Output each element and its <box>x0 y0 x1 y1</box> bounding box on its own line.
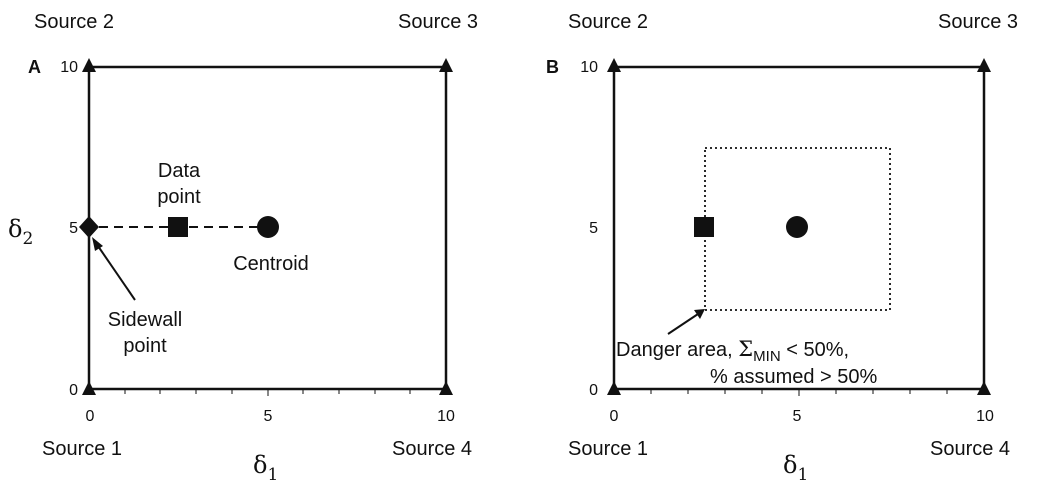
x-tick-5: 5 <box>793 408 802 425</box>
source-1-label: Source 1 <box>42 438 122 460</box>
x-tick-10: 10 <box>976 408 994 425</box>
sidewall-arrow-shaft <box>97 245 136 301</box>
centroid-marker <box>257 216 279 238</box>
x-tick-5: 5 <box>264 408 273 425</box>
data-point-marker <box>168 217 188 237</box>
y-tick-5: 5 <box>589 220 598 237</box>
panel-b: Source 2 Source 3 Source 1 Source 4 B 0 … <box>546 11 1018 485</box>
danger-arrow-shaft <box>667 313 699 335</box>
sidewall-point-marker <box>79 216 99 238</box>
danger-area-label-line2: % assumed > 50% <box>710 366 878 388</box>
source-1-marker <box>82 381 96 395</box>
panel-letter: B <box>546 57 559 77</box>
centroid-label: Centroid <box>233 253 309 275</box>
x-tick-0: 0 <box>86 408 95 425</box>
source-3-label: Source 3 <box>398 11 478 33</box>
source-4-label: Source 4 <box>392 438 472 460</box>
x-minor-ticks <box>124 389 411 396</box>
danger-area <box>704 147 891 311</box>
source-4-marker <box>439 381 453 395</box>
y-axis-label: δ2 <box>8 215 33 249</box>
data-point-label-line1: Data <box>158 160 201 182</box>
y-tick-0: 0 <box>589 382 598 399</box>
data-point-label-line2: point <box>157 186 201 208</box>
sidewall-label-line2: point <box>123 335 167 357</box>
x-axis-label: δ1 <box>253 451 278 485</box>
danger-area-label-line1: Danger area, ΣMIN < 50%, <box>616 337 849 365</box>
y-tick-10: 10 <box>580 59 598 76</box>
sidewall-label-line1: Sidewall <box>108 309 182 331</box>
source-4-marker <box>977 381 991 395</box>
panel-letter: A <box>28 57 41 77</box>
source-1-label: Source 1 <box>568 438 648 460</box>
y-tick-0: 0 <box>69 382 78 399</box>
y-tick-5: 5 <box>69 220 78 237</box>
x-axis-label: δ1 <box>783 451 808 485</box>
x-minor-ticks <box>650 389 948 396</box>
source-2-marker <box>82 58 96 72</box>
panel-a: Source 2 Source 3 Source 1 Source 4 A 0 … <box>8 11 478 485</box>
source-4-label: Source 4 <box>930 438 1010 460</box>
sidewall-arrow-head <box>92 237 103 251</box>
source-2-marker <box>607 58 621 72</box>
source-3-label: Source 3 <box>938 11 1018 33</box>
x-tick-10: 10 <box>437 408 455 425</box>
source-3-marker <box>439 58 453 72</box>
source-1-marker <box>607 381 621 395</box>
y-tick-10: 10 <box>60 59 78 76</box>
source-2-label: Source 2 <box>34 11 114 33</box>
source-2-label: Source 2 <box>568 11 648 33</box>
source-3-marker <box>977 58 991 72</box>
danger-arrow-head <box>694 309 705 319</box>
x-tick-0: 0 <box>610 408 619 425</box>
data-point-marker <box>694 217 714 237</box>
centroid-marker <box>786 216 808 238</box>
